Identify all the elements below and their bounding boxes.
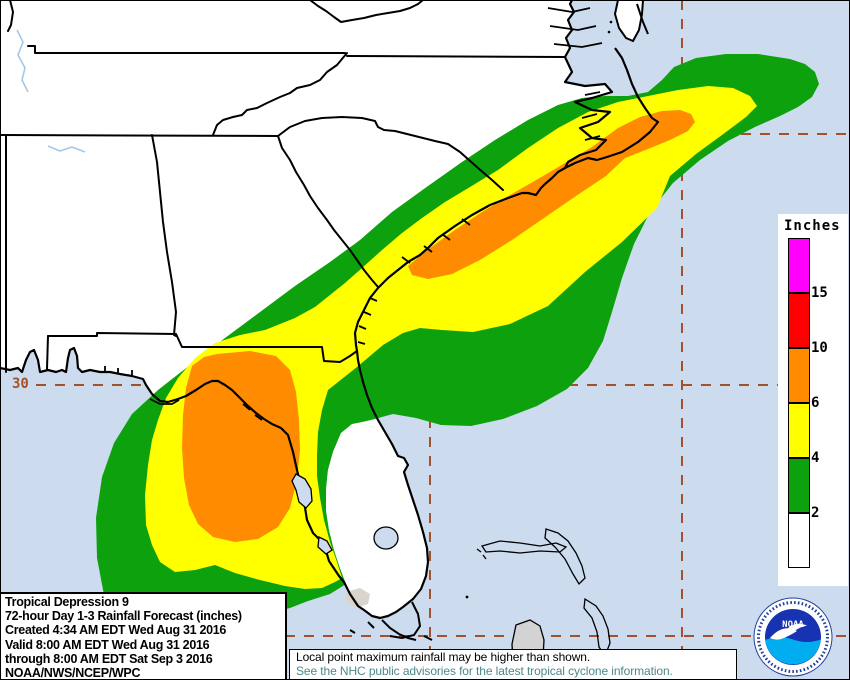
legend-swatch-2	[788, 458, 810, 513]
charlotte-harbor	[317, 535, 333, 555]
disclaimer-line1: Local point maximum rainfall may be high…	[296, 650, 591, 664]
legend-swatch-10	[788, 293, 810, 348]
logo-text-ring	[757, 601, 829, 673]
bimini-dot	[465, 595, 469, 599]
state-borders	[0, 0, 566, 373]
virginia-rivers	[547, 7, 603, 48]
through-time: through 8:00 AM EDT Sat Sep 3 2016	[5, 651, 213, 666]
legend-title: Inches	[784, 218, 841, 234]
coastline	[0, 0, 614, 620]
legend-tick-15: 15	[811, 285, 828, 301]
legend-tick-4: 4	[811, 450, 820, 466]
noaa-logo: NOAA	[753, 597, 833, 677]
disclaimer-line2: See the NHC public advisories for the la…	[296, 663, 673, 678]
rain-contour-6in-florida	[182, 351, 300, 542]
delmarva-peninsula	[613, 0, 645, 43]
product-name: 72-hour Day 1-3 Rainfall Forecast (inche…	[5, 609, 242, 624]
created-time: Created 4:34 AM EDT Wed Aug 31 2016	[5, 623, 227, 638]
disclaimer-box: Local point maximum rainfall may be high…	[289, 649, 737, 680]
tampa-bay	[291, 473, 313, 509]
estuary-ticks	[104, 91, 601, 421]
storm-name: Tropical Depression 9	[5, 595, 129, 609]
outer-banks	[564, 47, 660, 169]
rainfall-legend: Inches 15 10 6 4 2	[778, 214, 848, 586]
delmarva-barrier-islands	[636, 3, 649, 35]
logo-sea	[765, 637, 821, 665]
logo-gull-icon	[770, 623, 807, 640]
florida-dry-area	[326, 421, 428, 618]
legend-swatch-15plus	[788, 238, 810, 293]
legend-swatch-4	[788, 403, 810, 458]
product-title-box: Tropical Depression 9 72-hour Day 1-3 Ra…	[0, 592, 287, 680]
legend-tick-6: 6	[811, 395, 820, 411]
bay-island	[607, 30, 611, 34]
agency-name: NOAA/NWS/NCEP/WPC	[5, 666, 141, 680]
river-lines	[16, 29, 86, 153]
logo-noaa-text: NOAA	[782, 620, 804, 630]
legend-tick-2: 2	[811, 505, 820, 521]
legend-swatch-0	[788, 513, 810, 568]
bay-island	[609, 20, 613, 24]
legend-swatch-6	[788, 348, 810, 403]
lake-okeechobee	[373, 526, 399, 550]
florida-keys	[349, 601, 433, 641]
everglades-gray-patch	[346, 588, 370, 608]
legend-tick-10: 10	[811, 340, 828, 356]
latitude-label-30: 30	[12, 376, 29, 392]
valid-time: Valid 8:00 AM EDT Wed Aug 31 2016	[5, 637, 210, 652]
